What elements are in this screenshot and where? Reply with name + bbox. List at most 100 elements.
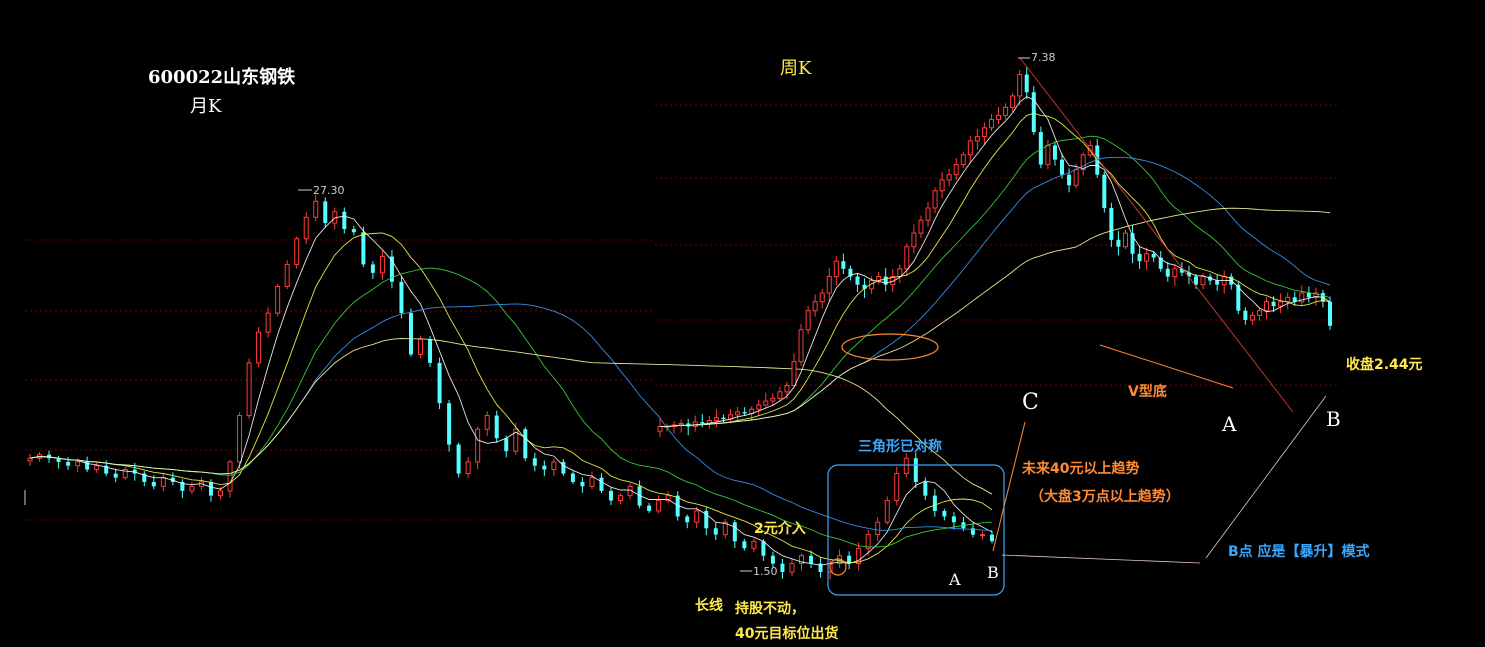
monthly-candle-body <box>180 481 185 491</box>
monthly-candle-body <box>713 528 718 535</box>
triangle-box <box>827 464 1005 596</box>
monthly-candle-body <box>913 458 918 482</box>
weekly-candle-body <box>1116 239 1121 247</box>
weekly-candle <box>763 392 769 409</box>
monthly-candle <box>865 529 871 556</box>
weekly-candle <box>1249 312 1255 325</box>
monthly-candle-body <box>789 563 795 573</box>
monthly-candle <box>170 472 175 486</box>
weekly-candle <box>1264 297 1270 319</box>
weekly-candle-body <box>1151 253 1156 258</box>
label-B-monthly: B <box>987 563 999 582</box>
weekly-candle-body <box>855 276 860 285</box>
monthly-candle <box>513 422 519 455</box>
weekly-candle <box>1102 171 1107 213</box>
weekly-candle-body <box>1306 293 1311 298</box>
monthly-candle-body <box>818 563 823 572</box>
weekly-candle-body <box>946 174 952 181</box>
monthly-candle-body <box>294 238 300 265</box>
b-link-line-1 <box>1205 395 1327 559</box>
monthly-candle-body <box>884 500 890 523</box>
weekly-candle <box>981 122 987 145</box>
monthly-candle-body <box>742 541 747 549</box>
weekly-candle <box>664 423 670 432</box>
weekly-candle-body <box>791 361 797 386</box>
weekly-candle <box>1221 270 1227 294</box>
weekly-candle-body <box>967 140 973 156</box>
monthly-candle-body <box>256 331 262 364</box>
weekly-ma10-line <box>660 112 1331 427</box>
weekly-candle-body <box>1285 296 1291 303</box>
weekly-candle-body <box>763 400 769 406</box>
monthly-candle <box>237 412 243 469</box>
weekly-candle <box>1243 307 1248 325</box>
weekly-candle <box>770 393 776 406</box>
weekly-candle <box>996 107 1002 125</box>
monthly-candle-body <box>523 429 528 459</box>
monthly-candle <box>428 336 433 367</box>
monthly-candle <box>447 399 452 452</box>
weekly-candle <box>1024 66 1029 99</box>
monthly-ma5-line <box>29 215 993 566</box>
weekly-candle <box>1158 250 1163 272</box>
entry-circle <box>829 558 847 576</box>
weekly-candle-body <box>1215 280 1220 285</box>
weekly-candle <box>742 407 747 417</box>
monthly-candle-body <box>665 495 671 502</box>
monthly-candle <box>66 456 71 470</box>
weekly-candle-body <box>713 417 719 422</box>
weekly-candle <box>826 268 832 303</box>
weekly-candle <box>1299 285 1305 306</box>
monthly-candle-body <box>75 461 81 467</box>
weekly-candle <box>883 268 888 292</box>
monthly-candle-body <box>542 465 547 470</box>
monthly-kline <box>27 194 994 580</box>
weekly-candle-body <box>953 164 959 176</box>
monthly-candle-body <box>217 490 223 497</box>
monthly-ma10-line <box>29 232 993 564</box>
weekly-candle <box>735 406 741 421</box>
monthly-candle <box>704 507 709 536</box>
weekly-candle-body <box>819 292 825 303</box>
weekly-candle-body <box>960 154 966 166</box>
monthly-candle-body <box>408 313 413 355</box>
weekly-candle-body <box>686 423 691 427</box>
monthly-candle-body <box>275 286 281 314</box>
weekly-candle <box>974 129 980 150</box>
monthly-candle-body <box>370 264 375 273</box>
v-bottom-line-1 <box>1099 344 1234 389</box>
weekly-ma30-line <box>660 156 1331 427</box>
monthly-candle <box>722 518 728 539</box>
weekly-candle-body <box>777 391 783 399</box>
future-trend-label: 未来40元以上趋势 <box>1022 460 1139 477</box>
monthly-candle <box>685 514 690 529</box>
weekly-candle-body <box>1122 232 1128 248</box>
monthly-candle <box>456 442 461 478</box>
weekly-candle <box>1208 273 1213 285</box>
weekly-candle <box>756 399 762 416</box>
weekly-candle <box>721 414 726 423</box>
monthly-candle <box>618 493 624 505</box>
weekly-candle-body <box>1200 276 1206 286</box>
monthly-candle-body <box>27 457 33 462</box>
monthly-candle-body <box>151 481 156 487</box>
weekly-candle-body <box>1010 95 1016 108</box>
monthly-candle <box>665 491 671 504</box>
weekly-candle <box>1017 69 1023 106</box>
monthly-candle-body <box>399 281 404 314</box>
monthly-candle-body <box>561 461 566 474</box>
monthly-candle <box>189 482 195 495</box>
monthly-high-label: 27.30 <box>313 184 345 197</box>
monthly-candle <box>85 456 90 472</box>
weekly-candle <box>925 201 931 227</box>
monthly-candle-body <box>104 465 109 474</box>
monthly-candle-body <box>465 461 471 475</box>
weekly-candle-body <box>1299 292 1305 303</box>
monthly-candle <box>542 460 547 477</box>
monthly-candle <box>694 506 700 529</box>
weekly-candle <box>713 409 719 427</box>
monthly-candle <box>789 559 795 577</box>
weekly-candle <box>1285 292 1291 310</box>
